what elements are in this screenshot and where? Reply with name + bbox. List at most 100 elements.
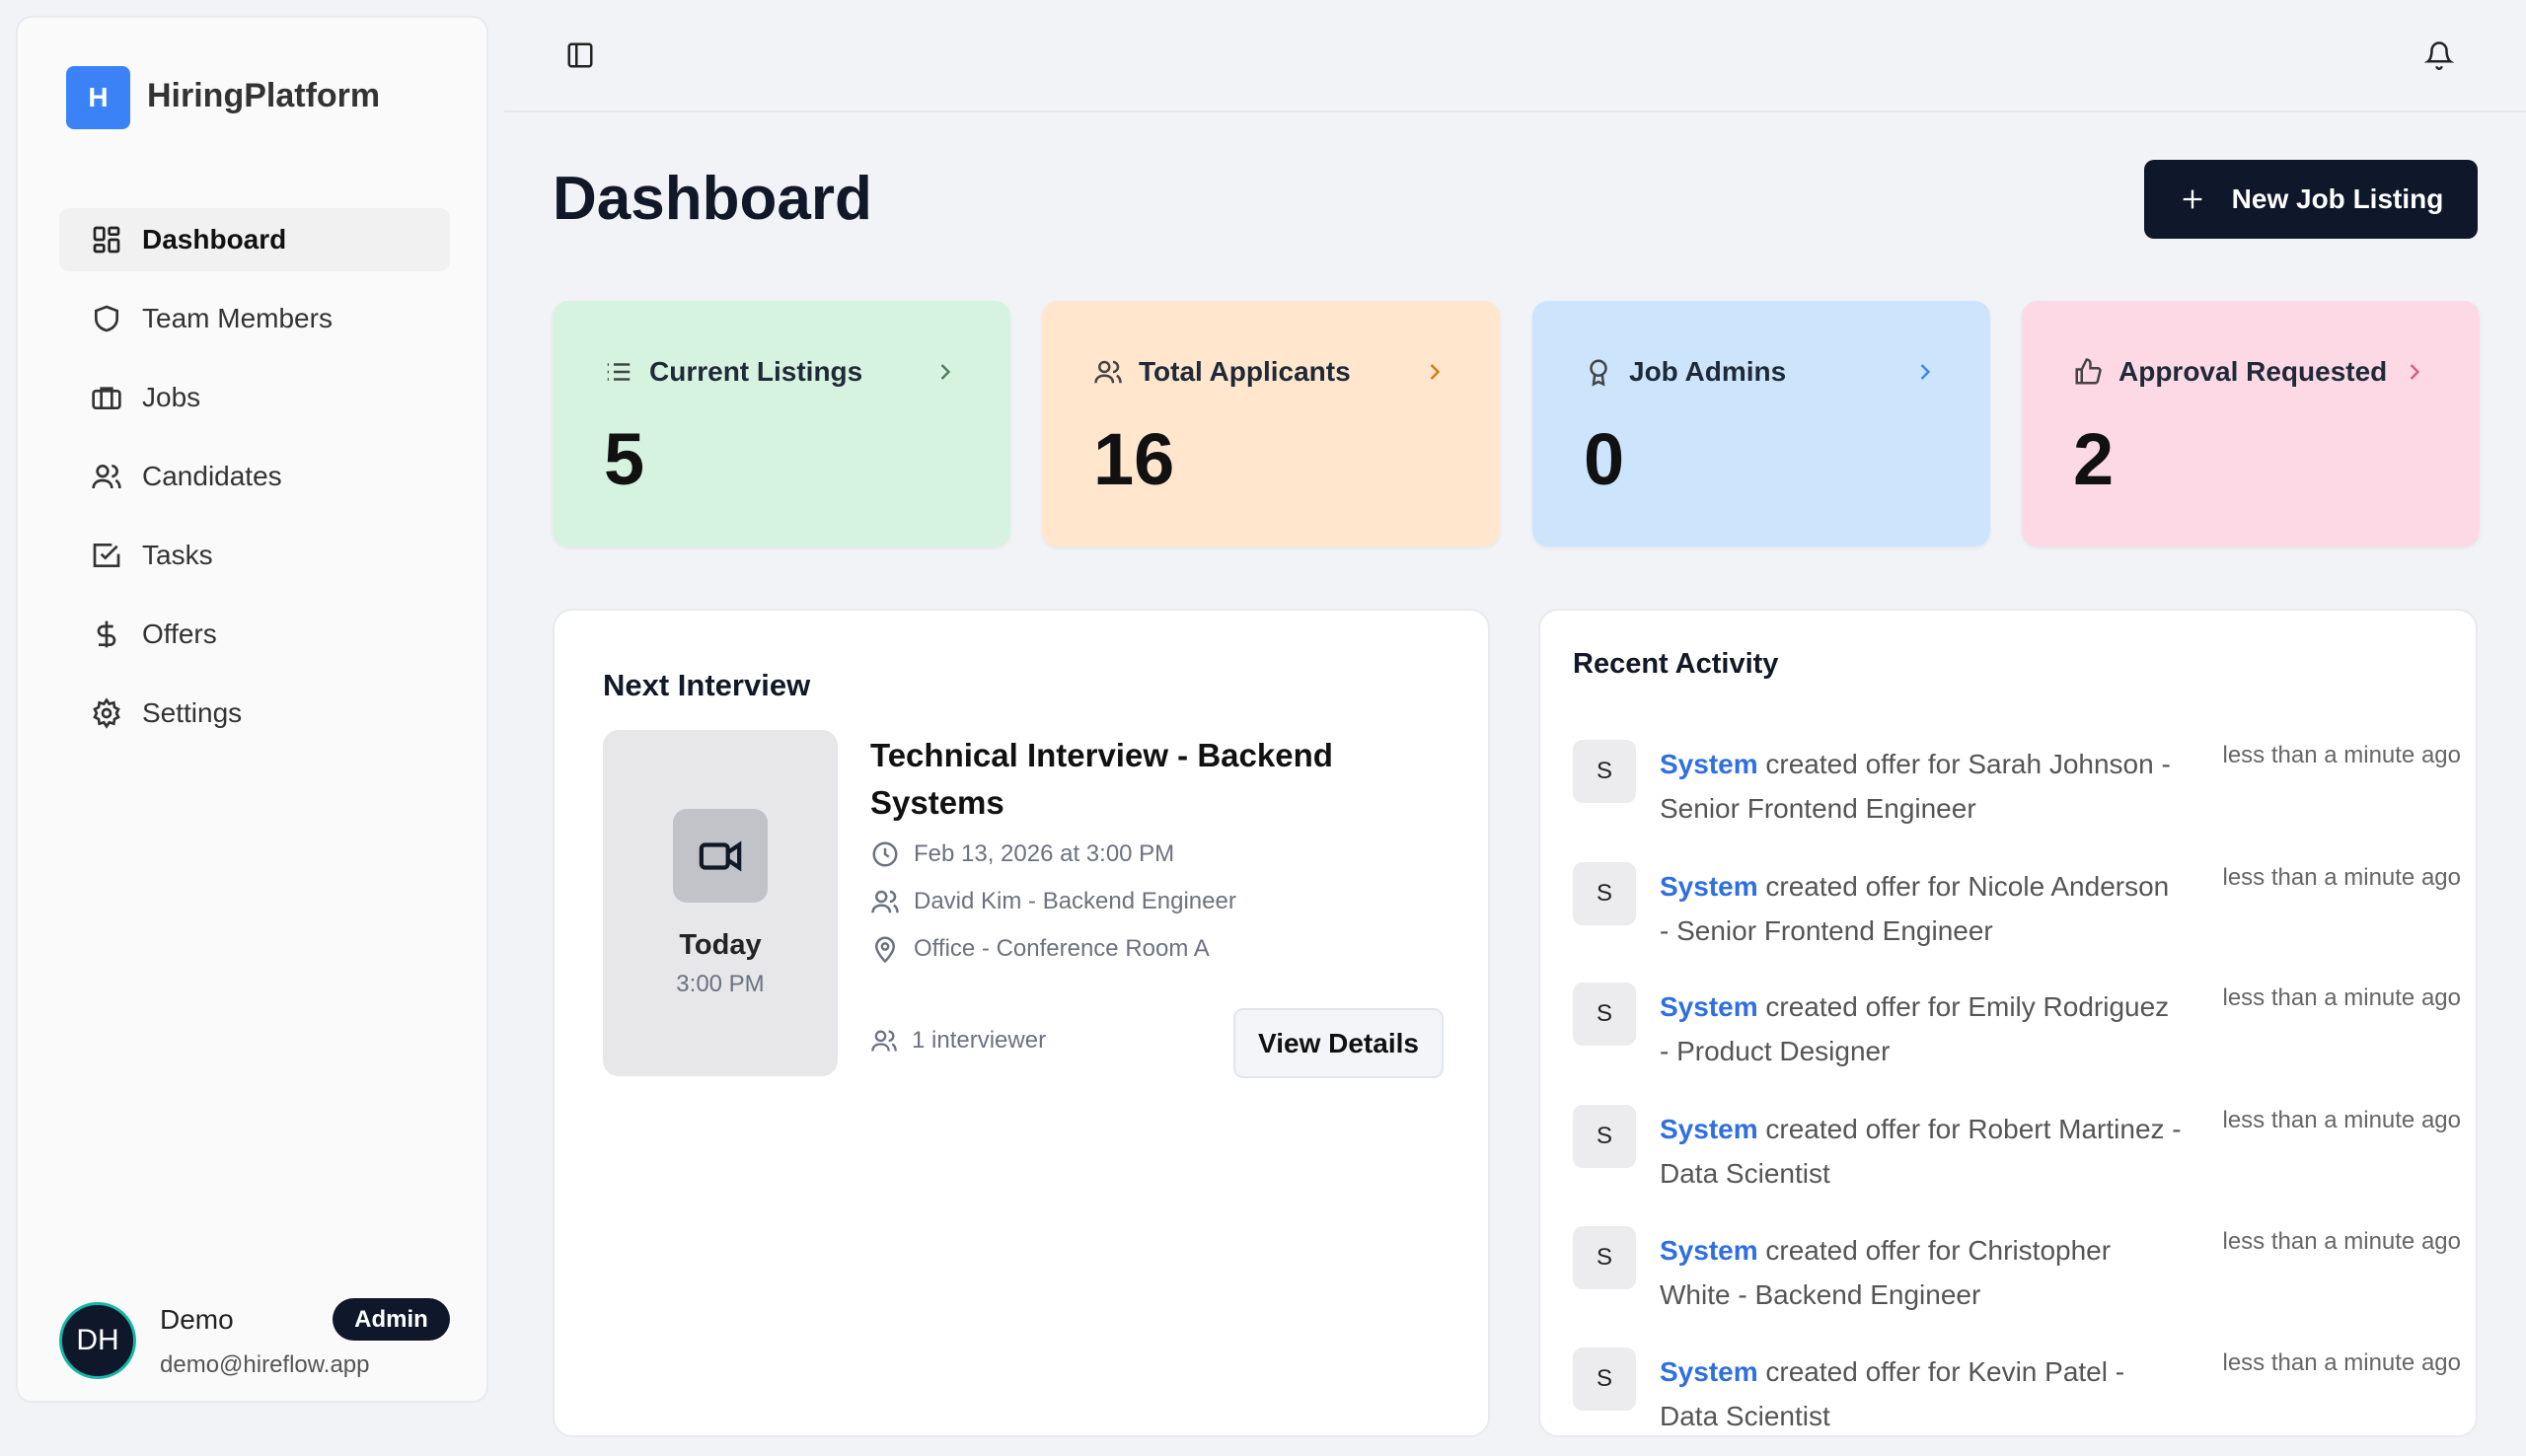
shield-icon (95, 305, 118, 332)
activity-time: less than a minute ago (2222, 864, 2462, 891)
dashboard-icon (93, 226, 120, 254)
activity-item: S System created offer for Emily Rodrigu… (1573, 983, 2461, 1091)
sidebar-item-offers[interactable]: Offers (59, 603, 450, 666)
stat-label: Total Applicants (1139, 356, 1351, 387)
sidebar-item-label: Offers (142, 619, 217, 649)
list-icon (607, 363, 631, 381)
stat-card-total-applicants[interactable]: Total Applicants 16 (1042, 301, 1500, 546)
next-interview-title: Next Interview (603, 668, 811, 702)
activity-description: created offer for Nicole Anderson - Seni… (1660, 871, 2170, 946)
activity-time: less than a minute ago (2222, 1228, 2462, 1255)
recent-activity-card: Recent Activity S System created offer f… (1538, 609, 2478, 1437)
map-pin-icon (874, 936, 896, 964)
plus-icon (2183, 189, 2201, 209)
interviewer-count: 1 interviewer (912, 1027, 1047, 1054)
chevron-right-icon (2410, 364, 2420, 380)
activity-item: S System created offer for Kevin Patel -… (1573, 1347, 2461, 1456)
sidebar: H HiringPlatform Dashboard Team Members … (16, 16, 488, 1403)
activity-avatar: S (1573, 1347, 1636, 1411)
activity-text: System created offer for Sarah Johnson -… (1660, 742, 2183, 831)
new-job-listing-label: New Job Listing (2231, 183, 2444, 214)
avatar: DH (59, 1302, 136, 1379)
sidebar-item-label: Jobs (142, 382, 201, 412)
award-icon (1590, 359, 1607, 387)
new-job-listing-button[interactable]: New Job Listing (2144, 160, 2478, 239)
stat-label: Approval Requested (2118, 356, 2388, 387)
stat-value: 5 (604, 418, 645, 500)
clock-icon (872, 841, 898, 867)
sidebar-item-settings[interactable]: Settings (59, 682, 450, 745)
activity-item: S System created offer for Nicole Anders… (1573, 862, 2461, 971)
role-badge: Admin (333, 1298, 450, 1341)
view-details-button[interactable]: View Details (1233, 1008, 1444, 1078)
activity-actor-link[interactable]: System (1660, 991, 1758, 1022)
users-icon (1094, 360, 1122, 384)
activity-text: System created offer for Emily Rodriguez… (1660, 984, 2183, 1073)
sidebar-item-candidates[interactable]: Candidates (59, 445, 450, 508)
header-divider (504, 110, 2526, 112)
activity-item: S System created offer for Christopher W… (1573, 1226, 2461, 1335)
activity-actor-link[interactable]: System (1660, 749, 1758, 779)
activity-time: less than a minute ago (2222, 1107, 2462, 1133)
logo: H (66, 66, 130, 129)
activity-actor-link[interactable]: System (1660, 1114, 1758, 1144)
activity-actor-link[interactable]: System (1660, 1356, 1758, 1387)
activity-actor-link[interactable]: System (1660, 1235, 1758, 1266)
notifications-button[interactable] (2415, 32, 2463, 79)
chevron-right-icon (940, 364, 951, 380)
interview-datetime: Feb 13, 2026 at 3:00 PM (914, 840, 1175, 867)
sidebar-item-dashboard[interactable]: Dashboard (59, 208, 450, 271)
interview-datetime-row: Feb 13, 2026 at 3:00 PM (870, 839, 1174, 869)
interview-candidate-row: David Kim - Backend Engineer (870, 887, 1236, 916)
activity-text: System created offer for Nicole Anderson… (1660, 864, 2183, 953)
interviewers-row: 1 interviewer (870, 1027, 1046, 1055)
chevron-right-icon (1430, 364, 1441, 380)
interview-location: Office - Conference Room A (914, 935, 1210, 962)
activity-description: created offer for Christopher White - Ba… (1660, 1235, 2112, 1310)
sidebar-item-label: Team Members (142, 303, 333, 333)
activity-time: less than a minute ago (2222, 984, 2462, 1011)
app-name: HiringPlatform (147, 77, 381, 114)
interview-candidate: David Kim - Backend Engineer (914, 888, 1236, 914)
bell-icon (2424, 41, 2454, 70)
users-icon (871, 890, 899, 913)
interview-location-row: Office - Conference Room A (870, 934, 1210, 964)
sidebar-item-jobs[interactable]: Jobs (59, 366, 450, 429)
sidebar-item-tasks[interactable]: Tasks (59, 524, 450, 587)
user-name: Demo (160, 1304, 234, 1335)
stat-card-job-admins[interactable]: Job Admins 0 (1532, 301, 1990, 546)
stat-label: Job Admins (1629, 356, 1787, 387)
gear-icon (93, 697, 120, 729)
activity-item: S System created offer for Sarah Johnson… (1573, 740, 2461, 848)
sidebar-toggle-button[interactable] (557, 32, 604, 79)
stat-card-current-listings[interactable]: Current Listings 5 (553, 301, 1010, 546)
activity-avatar: S (1573, 740, 1636, 803)
interview-name: Technical Interview - Backend Systems (870, 737, 1333, 821)
activity-time: less than a minute ago (2222, 1349, 2462, 1376)
thumbs-up-icon (2075, 358, 2102, 385)
recent-activity-title: Recent Activity (1573, 648, 1779, 680)
sidebar-toggle-icon (567, 42, 593, 68)
sidebar-item-label: Dashboard (142, 224, 287, 255)
activity-actor-link[interactable]: System (1660, 871, 1758, 902)
video-icon-box (673, 809, 768, 903)
interview-day: Today (679, 929, 762, 961)
stat-value: 16 (1093, 418, 1175, 500)
sidebar-nav: Dashboard Team Members Jobs Candidates T… (59, 208, 450, 761)
activity-avatar: S (1573, 1105, 1636, 1168)
activity-avatar: S (1573, 983, 1636, 1046)
video-icon (699, 840, 742, 871)
sidebar-item-label: Candidates (142, 461, 282, 491)
activity-avatar: S (1573, 862, 1636, 925)
stat-card-approval-requested[interactable]: Approval Requested 2 (2022, 301, 2480, 546)
sidebar-item-label: Settings (142, 697, 243, 728)
page-title: Dashboard (553, 165, 872, 233)
user-profile[interactable]: DH Demo Admin demo@hireflow.app (59, 1282, 464, 1381)
dollar-icon (97, 620, 116, 648)
users-icon (92, 465, 121, 489)
stat-value: 0 (1584, 418, 1625, 500)
check-square-icon (93, 544, 120, 567)
user-email: demo@hireflow.app (160, 1351, 370, 1378)
sidebar-item-team-members[interactable]: Team Members (59, 287, 450, 350)
activity-item: S System created offer for Robert Martin… (1573, 1105, 2461, 1213)
